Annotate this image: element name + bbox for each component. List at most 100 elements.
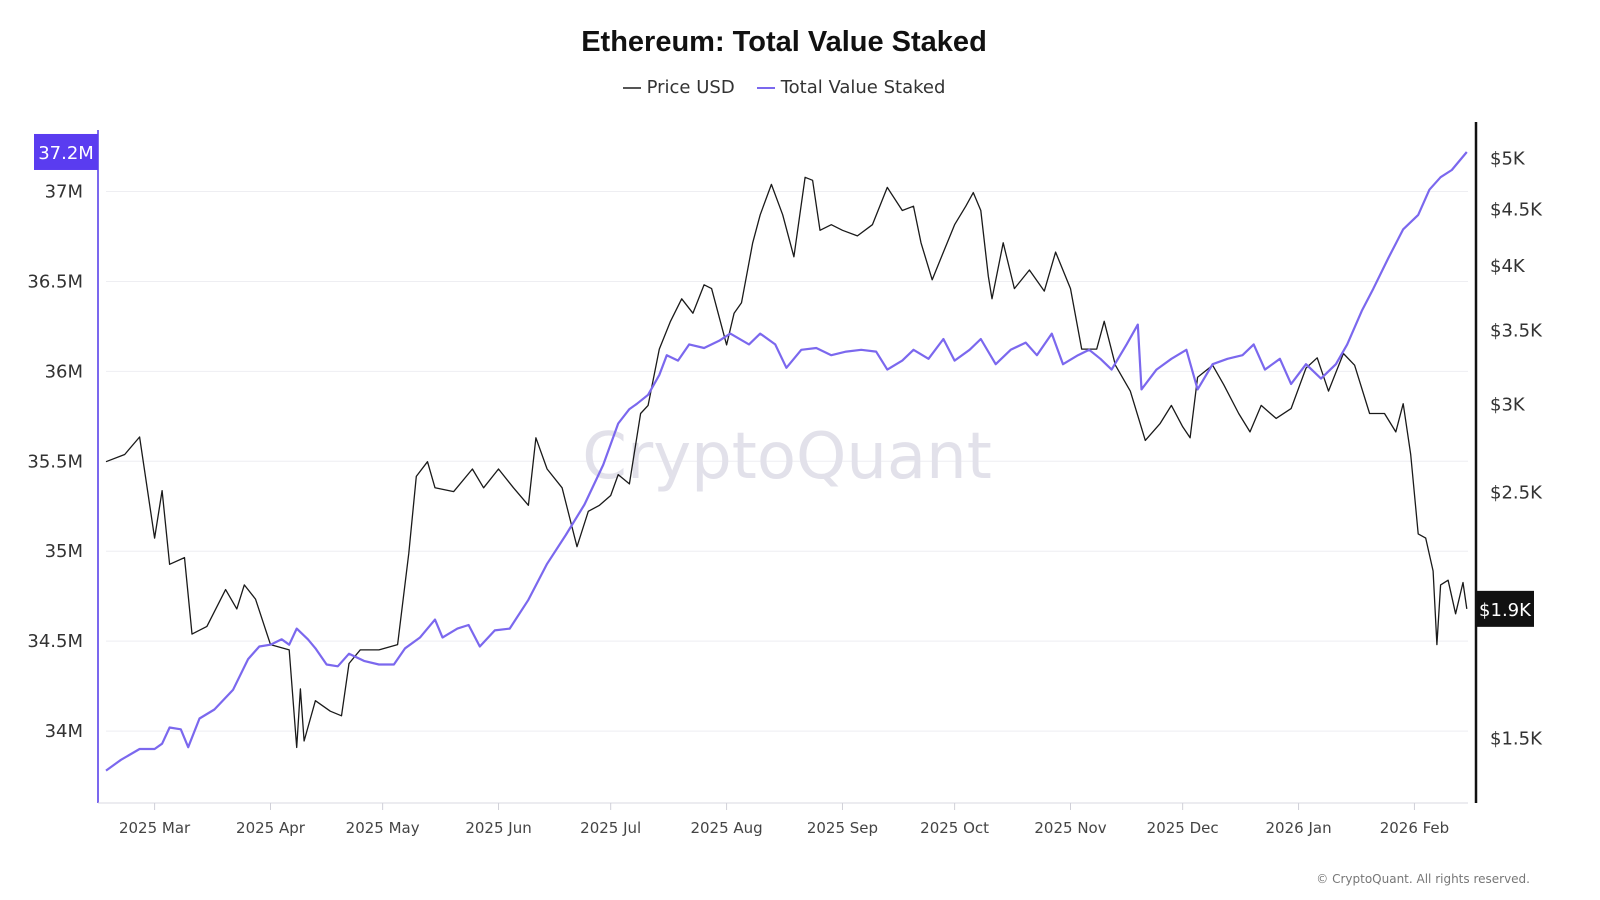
staked-point[interactable] xyxy=(657,373,661,377)
price-point[interactable] xyxy=(885,185,889,189)
price-point[interactable] xyxy=(829,223,833,227)
staked-point[interactable] xyxy=(179,727,183,731)
staked-point[interactable] xyxy=(160,742,164,746)
price-point[interactable] xyxy=(627,482,631,486)
staked-point[interactable] xyxy=(1289,382,1293,386)
staked-point[interactable] xyxy=(433,618,437,622)
price-point[interactable] xyxy=(407,551,411,555)
price-point[interactable] xyxy=(609,493,613,497)
price-point[interactable] xyxy=(1315,356,1319,360)
staked-point[interactable] xyxy=(478,645,482,649)
price-point[interactable] xyxy=(702,283,706,287)
price-point[interactable] xyxy=(1461,581,1465,585)
staked-point[interactable] xyxy=(564,533,568,537)
staked-point[interactable] xyxy=(1465,150,1469,154)
price-point[interactable] xyxy=(358,648,362,652)
price-point[interactable] xyxy=(1054,250,1058,254)
price-point[interactable] xyxy=(597,503,601,507)
staked-point[interactable] xyxy=(627,407,631,411)
price-point[interactable] xyxy=(426,460,430,464)
price-point[interactable] xyxy=(254,597,258,601)
price-point[interactable] xyxy=(242,583,246,587)
staked-point[interactable] xyxy=(728,332,732,336)
staked-point[interactable] xyxy=(1098,357,1102,361)
price-point[interactable] xyxy=(377,648,381,652)
price-point[interactable] xyxy=(1080,347,1084,351)
staked-point[interactable] xyxy=(747,342,751,346)
price-point[interactable] xyxy=(153,536,157,540)
price-point[interactable] xyxy=(818,228,822,232)
staked-point[interactable] xyxy=(1427,188,1431,192)
staked-point[interactable] xyxy=(758,332,762,336)
price-point[interactable] xyxy=(1196,375,1200,379)
staked-point[interactable] xyxy=(859,348,863,352)
price-point[interactable] xyxy=(900,209,904,213)
staked-point[interactable] xyxy=(874,350,878,354)
staked-point[interactable] xyxy=(1024,341,1028,345)
staked-point[interactable] xyxy=(885,368,889,372)
price-point[interactable] xyxy=(1069,287,1073,291)
price-point[interactable] xyxy=(1274,416,1278,420)
price-point[interactable] xyxy=(1383,411,1387,415)
staked-point[interactable] xyxy=(665,353,669,357)
price-point[interactable] xyxy=(1416,532,1420,536)
staked-point[interactable] xyxy=(1416,213,1420,217)
staked-point[interactable] xyxy=(1125,342,1129,346)
staked-point[interactable] xyxy=(392,663,396,667)
staked-point[interactable] xyxy=(1371,287,1375,291)
staked-point[interactable] xyxy=(186,745,190,749)
staked-point[interactable] xyxy=(979,337,983,341)
price-point[interactable] xyxy=(287,648,291,652)
staked-point[interactable] xyxy=(1263,368,1267,372)
staked-point[interactable] xyxy=(1386,256,1390,260)
staked-point[interactable] xyxy=(403,646,407,650)
price-point[interactable] xyxy=(1394,430,1398,434)
staked-point[interactable] xyxy=(829,353,833,357)
price-point[interactable] xyxy=(482,486,486,490)
price-point[interactable] xyxy=(732,311,736,315)
price-point[interactable] xyxy=(1353,363,1357,367)
price-point[interactable] xyxy=(313,699,317,703)
price-point[interactable] xyxy=(669,319,673,323)
price-point[interactable] xyxy=(1001,241,1005,245)
staked-point[interactable] xyxy=(197,716,201,720)
price-point[interactable] xyxy=(616,473,620,477)
staked-point[interactable] xyxy=(911,348,915,352)
price-point[interactable] xyxy=(986,274,990,278)
staked-point[interactable] xyxy=(635,402,639,406)
price-point[interactable] xyxy=(710,287,714,291)
price-point[interactable] xyxy=(919,241,923,245)
price-point[interactable] xyxy=(433,486,437,490)
staked-point[interactable] xyxy=(676,359,680,363)
price-point[interactable] xyxy=(328,709,332,713)
price-point[interactable] xyxy=(990,297,994,301)
staked-point[interactable] xyxy=(246,657,250,661)
price-point[interactable] xyxy=(414,474,418,478)
staked-point[interactable] xyxy=(968,348,972,352)
staked-point[interactable] xyxy=(784,366,788,370)
staked-point[interactable] xyxy=(212,707,216,711)
price-point[interactable] xyxy=(941,250,945,254)
price-point[interactable] xyxy=(534,436,538,440)
price-point[interactable] xyxy=(855,234,859,238)
staked-point[interactable] xyxy=(702,346,706,350)
price-point[interactable] xyxy=(964,204,968,208)
staked-point[interactable] xyxy=(953,359,957,363)
price-point[interactable] xyxy=(1368,411,1372,415)
price-point[interactable] xyxy=(560,486,564,490)
staked-point[interactable] xyxy=(493,628,497,632)
price-point[interactable] xyxy=(470,467,474,471)
staked-point[interactable] xyxy=(1319,377,1323,381)
staked-point[interactable] xyxy=(295,627,299,631)
staked-point[interactable] xyxy=(268,643,272,647)
price-point[interactable] xyxy=(1401,402,1405,406)
staked-point[interactable] xyxy=(1334,362,1338,366)
price-point[interactable] xyxy=(340,714,344,718)
price-point[interactable] xyxy=(639,411,643,415)
staked-point[interactable] xyxy=(306,637,310,641)
staked-point[interactable] xyxy=(616,422,620,426)
price-point[interactable] xyxy=(1012,287,1016,291)
price-point[interactable] xyxy=(1439,583,1443,587)
price-point[interactable] xyxy=(1326,389,1330,393)
staked-point[interactable] xyxy=(1304,362,1308,366)
